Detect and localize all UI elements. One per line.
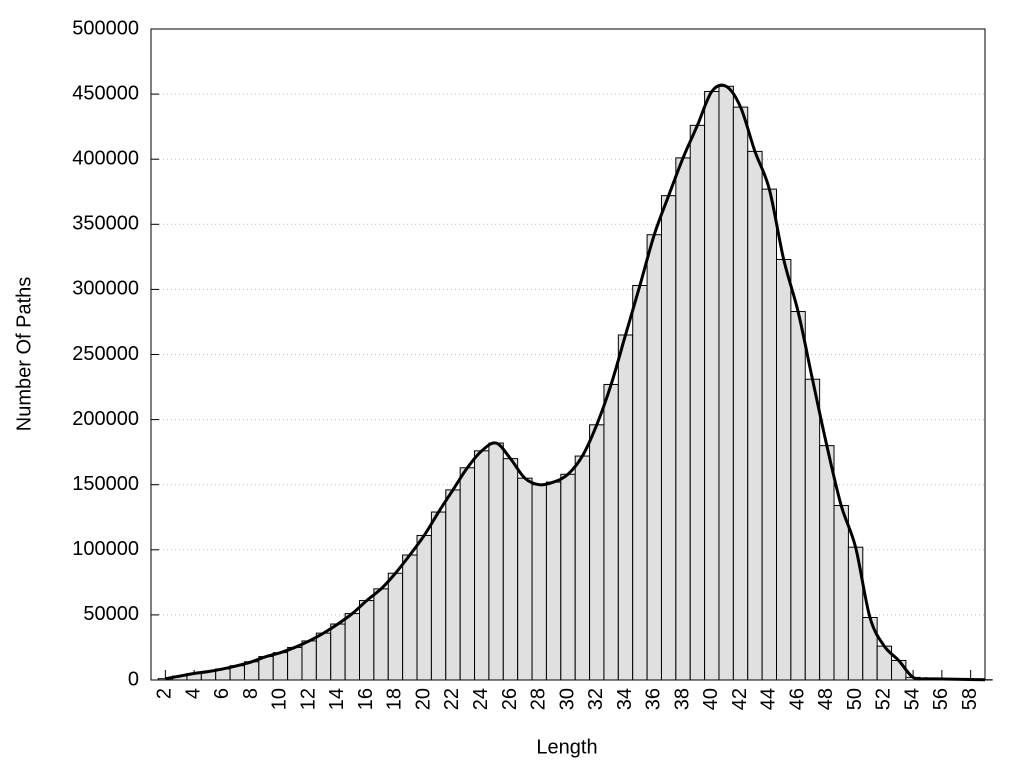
x-tick-label: 44: [758, 688, 780, 710]
bar: [488, 442, 504, 681]
x-tick-label: 6: [211, 688, 233, 699]
y-tick-label: 400000: [72, 147, 139, 169]
bar: [747, 150, 763, 681]
y-tick-label: 50000: [83, 603, 139, 625]
bar: [761, 188, 777, 681]
bar: [359, 600, 375, 681]
bar: [675, 157, 691, 681]
bar: [301, 640, 317, 681]
bar: [617, 334, 634, 681]
bar: [330, 623, 346, 681]
trend-line: [165, 83, 986, 682]
y-tick-label: 0: [128, 668, 139, 690]
bar: [373, 588, 389, 681]
x-tick-label: 58: [959, 688, 981, 710]
bar: [560, 473, 576, 681]
bar: [862, 617, 878, 681]
x-tick-label: 26: [499, 688, 521, 710]
x-tick-label: 46: [786, 688, 808, 710]
bar: [632, 284, 648, 681]
y-tick-label: 200000: [72, 408, 139, 430]
bar: [272, 652, 289, 681]
x-tick-label: 28: [528, 688, 550, 710]
bar: [689, 124, 706, 681]
bar: [545, 481, 562, 681]
x-tick-label: 12: [297, 688, 319, 710]
bar: [474, 450, 490, 681]
x-tick-label: 38: [671, 688, 693, 710]
x-tick-label: 18: [384, 688, 406, 710]
bar: [531, 484, 547, 681]
x-tick-label: 10: [269, 688, 291, 710]
y-tick-label: 250000: [72, 343, 139, 365]
x-tick-label: 20: [412, 688, 434, 710]
x-tick-label: 40: [700, 688, 722, 710]
bar: [603, 383, 619, 681]
x-tick-label: 50: [844, 688, 866, 710]
bar: [574, 455, 591, 681]
bar: [402, 554, 418, 681]
x-tick-label: 52: [873, 688, 895, 710]
y-axis-label: Number Of Paths: [13, 277, 35, 432]
x-tick-label: 30: [556, 688, 578, 710]
bar: [891, 659, 907, 681]
x-tick-label: 16: [355, 688, 377, 710]
plot-frame: [150, 28, 986, 681]
x-tick-label: 4: [182, 688, 204, 699]
bar: [732, 106, 749, 681]
y-tick-label: 300000: [72, 278, 139, 300]
x-tick-label: 42: [729, 688, 751, 710]
bar: [804, 378, 821, 681]
bar: [833, 505, 849, 681]
x-tick-label: 2: [154, 688, 176, 699]
bar: [819, 445, 835, 681]
y-tick-label: 150000: [72, 473, 139, 495]
bar: [445, 489, 461, 681]
y-tick-label: 500000: [72, 17, 139, 39]
bar: [517, 477, 533, 681]
x-tick-label: 8: [240, 688, 262, 699]
bar: [790, 311, 806, 681]
y-tick-label: 100000: [72, 538, 139, 560]
bar: [416, 534, 432, 681]
x-tick-label: 48: [815, 688, 837, 710]
bar: [387, 572, 404, 681]
x-tick-label: 32: [585, 688, 607, 710]
x-tick-label: 22: [441, 688, 463, 710]
x-axis-label: Length: [536, 736, 597, 758]
x-tick-label: 54: [901, 688, 923, 710]
bar: [718, 85, 734, 681]
bar: [459, 467, 476, 681]
bar: [430, 511, 447, 681]
bar: [258, 656, 274, 681]
bar: [589, 424, 605, 681]
bar: [646, 234, 662, 681]
bar: [344, 613, 361, 681]
y-tick-label: 350000: [72, 213, 139, 235]
x-tick-label: 34: [614, 688, 636, 710]
bar: [776, 258, 792, 681]
x-tick-label: 14: [326, 688, 348, 710]
y-tick-label: 450000: [72, 82, 139, 104]
bar: [660, 195, 677, 681]
x-tick-label: 56: [930, 688, 952, 710]
bar: [704, 90, 720, 681]
bar: [315, 632, 332, 681]
x-tick-label: 36: [643, 688, 665, 710]
bar: [502, 458, 519, 681]
x-tick-label: 24: [470, 688, 492, 710]
bar: [287, 646, 303, 681]
